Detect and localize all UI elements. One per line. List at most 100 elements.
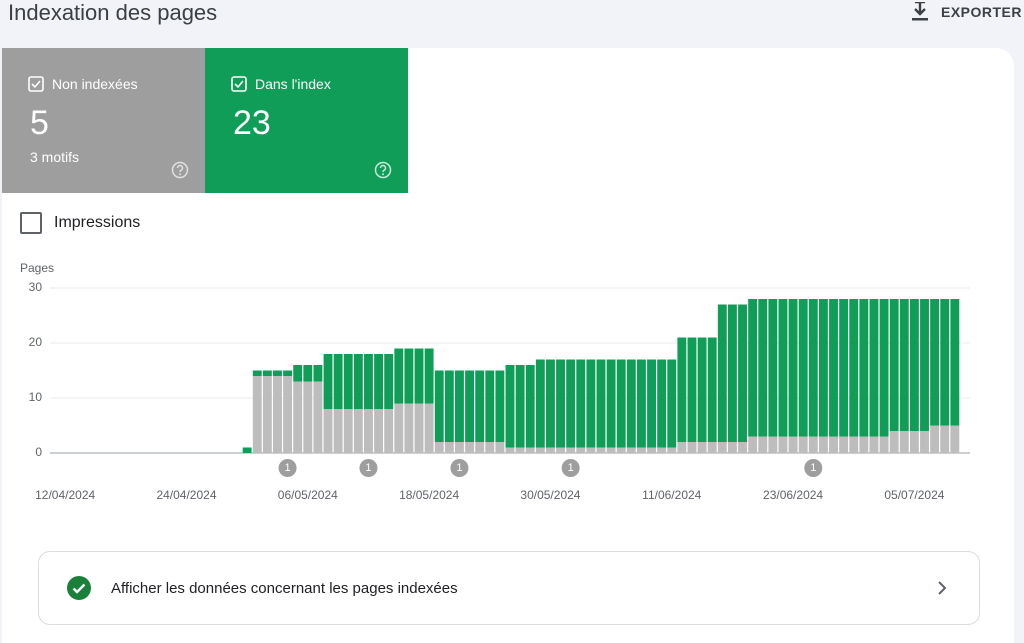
bar-segment [434,442,444,453]
bar-segment [434,370,444,442]
bar-segment [738,442,747,453]
bar-segment [616,359,626,448]
bar-segment [798,436,808,453]
bar-segment [566,447,576,453]
bar-segment [353,409,363,453]
bar-segment [758,436,768,453]
bar-segment [818,299,828,437]
bar-segment [273,370,282,376]
bar-segment [839,436,849,453]
bar-segment [616,447,626,453]
indexed-pages-link[interactable]: Afficher les données concernant les page… [38,551,980,625]
bar-segment [879,436,889,453]
bar-segment [545,447,555,453]
help-icon[interactable] [171,161,189,179]
bar-segment [940,299,950,426]
annotation-label: 1 [810,462,816,474]
bar-segment [859,436,869,453]
bar-segment [525,365,535,448]
bar-segment [808,436,818,453]
bar-segment [647,359,656,448]
card-label: Non indexées [52,76,138,92]
bar-segment [364,354,373,409]
bar-segment [242,447,252,453]
bar-segment [505,365,515,448]
bar-segment [475,442,485,453]
bar-segment [586,359,596,448]
bar-segment [343,354,353,409]
bar-segment [950,299,960,426]
checkbox [28,76,44,92]
bar-segment [687,337,697,442]
export-button[interactable]: EXPORTER [911,2,1022,22]
bar-segment [636,447,646,453]
card-sub: 3 motifs [30,149,80,165]
bar-segment [485,442,495,453]
bar-segment [889,299,899,431]
bar-segment [667,447,677,453]
bar-segment [273,376,282,453]
card-value: 5 [30,104,49,142]
x-tick-label: 23/06/2024 [763,488,823,502]
bar-segment [465,370,475,442]
bar-segment [343,409,353,453]
bar-segment [899,299,909,431]
bar-segment [505,447,515,453]
bar-segment [758,299,768,437]
annotation-marker [278,459,297,477]
bar-segment [778,299,788,437]
x-tick-label: 05/07/2024 [884,488,944,502]
x-tick-label: 06/05/2024 [278,488,338,502]
bar-segment [657,447,667,453]
bar-segment [424,348,434,404]
bar-segment [566,359,576,448]
help-icon[interactable] [374,161,392,179]
bar-segment [636,359,646,448]
bar-segment [808,299,818,437]
check-icon [67,576,91,600]
bar-segment [545,359,555,448]
bar-segment [920,299,929,431]
bar-segment [313,381,323,453]
card-not-indexed[interactable]: Non indexées 5 3 motifs [2,48,205,193]
y-axis-label: Pages [20,261,54,275]
bar-segment [818,436,828,453]
bar-segment [283,370,293,376]
bar-segment [374,409,384,453]
bar-segment [525,447,535,453]
y-tick-label: 30 [29,280,43,294]
bar-segment [262,376,272,453]
card-indexed[interactable]: Dans l'index 23 [205,48,408,193]
bar-segment [444,370,454,442]
bar-segment [930,425,940,453]
card-label: Dans l'index [255,76,331,92]
x-tick-label: 11/06/2024 [642,488,701,502]
bar-segment [606,447,616,453]
bar-segment [889,431,899,453]
bar-segment [596,447,606,453]
bar-segment [404,403,414,453]
bar-segment [677,442,687,453]
x-tick-label: 24/04/2024 [156,488,216,502]
checkbox [20,212,42,234]
y-tick-label: 20 [29,335,43,349]
bar-segment [283,376,293,453]
bar-segment [262,370,272,376]
bar-segment [293,381,303,453]
bar-segment [839,299,849,437]
bar-segment [677,337,687,442]
bar-segment [424,403,434,453]
bar-segment [798,299,808,437]
impressions-toggle[interactable]: Impressions [20,212,140,234]
bar-segment [364,409,373,453]
bar-segment [950,425,960,453]
bar-segment [313,365,323,382]
bar-segment [687,442,697,453]
bar-segment [414,348,424,404]
bar-segment [455,442,464,453]
bar-segment [849,436,859,453]
bar-segment [869,436,879,453]
annotation-label: 1 [456,462,462,474]
checkbox [231,76,247,92]
